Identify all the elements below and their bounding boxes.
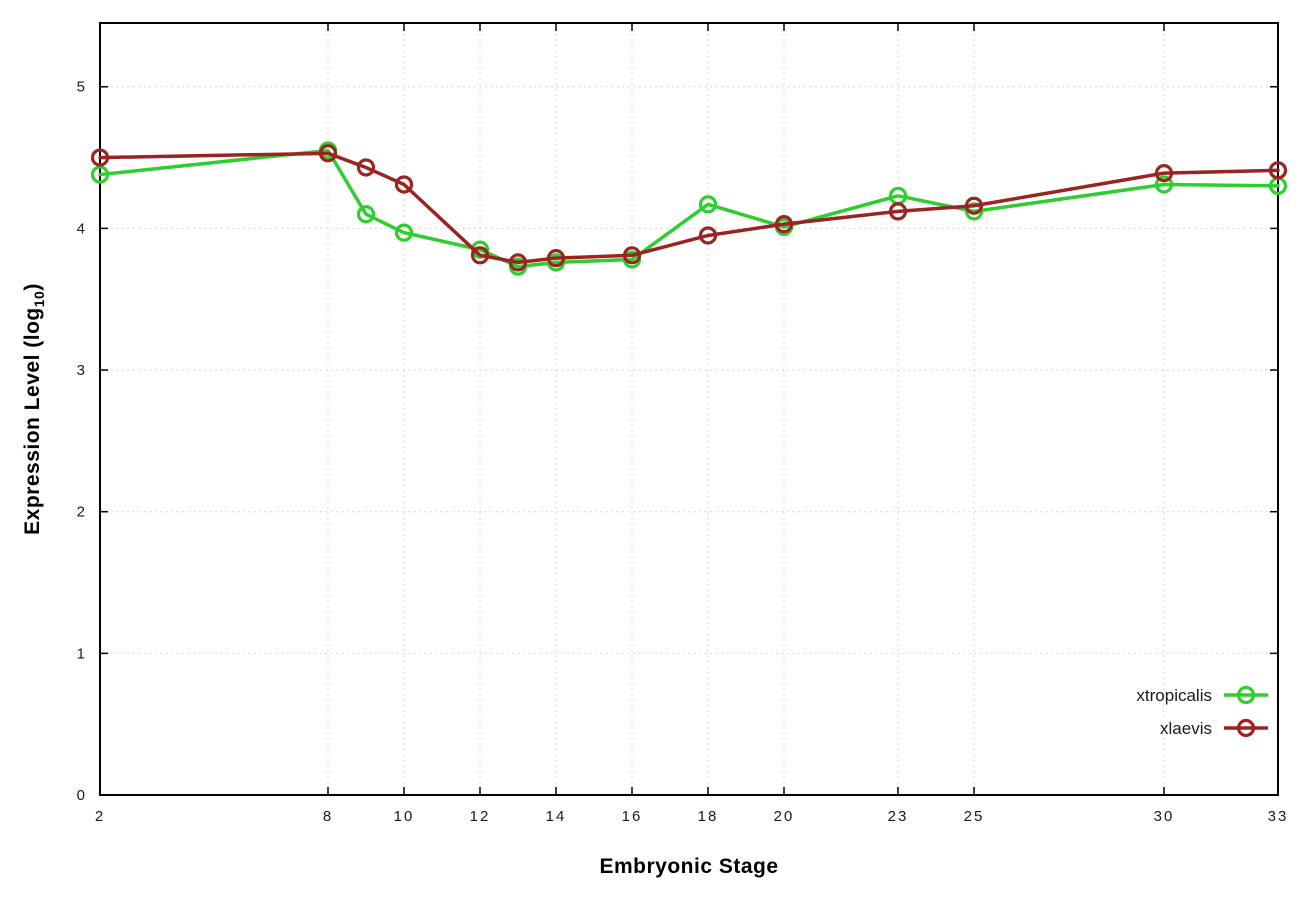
y-tick-label: 0: [77, 787, 87, 804]
x-tick-label: 30: [1154, 808, 1175, 825]
data-point-xlaevis: [1268, 161, 1288, 180]
data-point-xlaevis: [888, 202, 908, 221]
y-axis-label: Expression Level (log10): [21, 283, 47, 535]
x-tick-label: 20: [774, 808, 795, 825]
data-point-xlaevis: [508, 253, 528, 272]
data-point-xtropicalis: [90, 165, 110, 184]
x-tick-label: 23: [888, 808, 909, 825]
data-point-xlaevis: [774, 215, 794, 234]
data-point-xtropicalis: [964, 202, 984, 221]
y-tick-label: 2: [77, 504, 87, 521]
y-tick-label: 5: [77, 79, 87, 96]
x-tick-label: 18: [698, 808, 719, 825]
x-tick-label: 16: [622, 808, 643, 825]
data-point-xtropicalis: [356, 205, 376, 224]
y-axis-label-subscript: 10: [31, 290, 48, 308]
data-point-xlaevis: [622, 246, 642, 265]
series-line-xtropicalis: [98, 148, 1280, 269]
data-point-xlaevis: [356, 158, 376, 177]
x-axis-label: Embryonic Stage: [599, 855, 779, 878]
data-point-xlaevis: [546, 249, 566, 268]
y-tick-label: 4: [77, 220, 87, 237]
x-tick-label: 8: [323, 808, 333, 825]
x-tick-label: 12: [470, 808, 491, 825]
data-point-xlaevis: [964, 196, 984, 215]
legend-label-xlaevis: xlaevis: [1160, 719, 1212, 738]
legend-marker-xlaevis: [1236, 718, 1256, 738]
y-tick-label: 1: [77, 645, 87, 662]
data-point-xtropicalis: [698, 195, 718, 214]
x-tick-label: 2: [95, 808, 105, 825]
data-point-xlaevis: [394, 175, 414, 194]
data-point-xlaevis: [1154, 164, 1174, 183]
x-tick-label: 25: [964, 808, 985, 825]
x-tick-label: 33: [1268, 808, 1289, 825]
legend-marker-xtropicalis: [1236, 685, 1256, 705]
y-tick-label: 3: [77, 362, 87, 379]
data-point-xlaevis: [318, 144, 338, 163]
data-point-xtropicalis: [1154, 175, 1174, 194]
y-axis-label-close: ): [20, 283, 44, 291]
y-axis-label-text: Expression Level (log: [20, 307, 44, 535]
x-tick-label: 10: [394, 808, 415, 825]
x-tick-label: 14: [546, 808, 567, 825]
plot-border: [99, 22, 1279, 796]
data-point-xlaevis: [470, 246, 490, 265]
series-line-xlaevis: [98, 151, 1280, 265]
data-point-xlaevis: [90, 148, 110, 167]
data-point-xtropicalis: [394, 223, 414, 242]
data-point-xlaevis: [698, 226, 718, 245]
legend-label-xtropicalis: xtropicalis: [1136, 686, 1212, 705]
